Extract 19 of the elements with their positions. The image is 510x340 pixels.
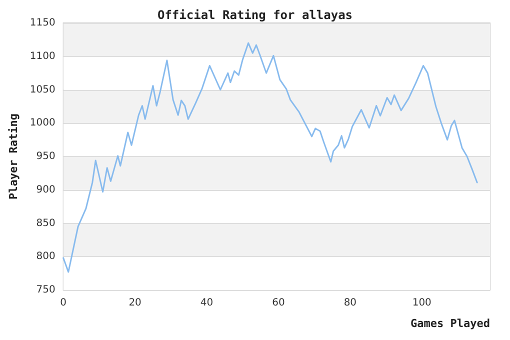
y-tick-label: 950 [36,151,56,162]
x-tick-label: 100 [412,298,432,308]
x-tick-label: 0 [60,298,67,308]
y-tick-label: 1100 [30,50,56,62]
x-tick-label: 80 [344,298,357,308]
y-tick-label: 1150 [30,18,56,28]
x-tick-label: 60 [272,298,285,308]
y-tick-label: 1050 [30,84,56,96]
y-tick-label: 750 [36,284,56,296]
line-series [62,42,478,273]
x-axis-title: Games Played [410,317,490,330]
y-tick-label: 800 [36,251,56,262]
y-axis-title: Player Rating [7,113,20,200]
y-tick-label: 850 [36,218,56,229]
x-tick-label: 40 [200,298,214,308]
y-tick-label: 900 [36,184,56,196]
chart-title: Official Rating for allayas [157,8,353,22]
y-tick-label: 1000 [30,118,56,129]
x-tick-label: 20 [128,298,142,308]
